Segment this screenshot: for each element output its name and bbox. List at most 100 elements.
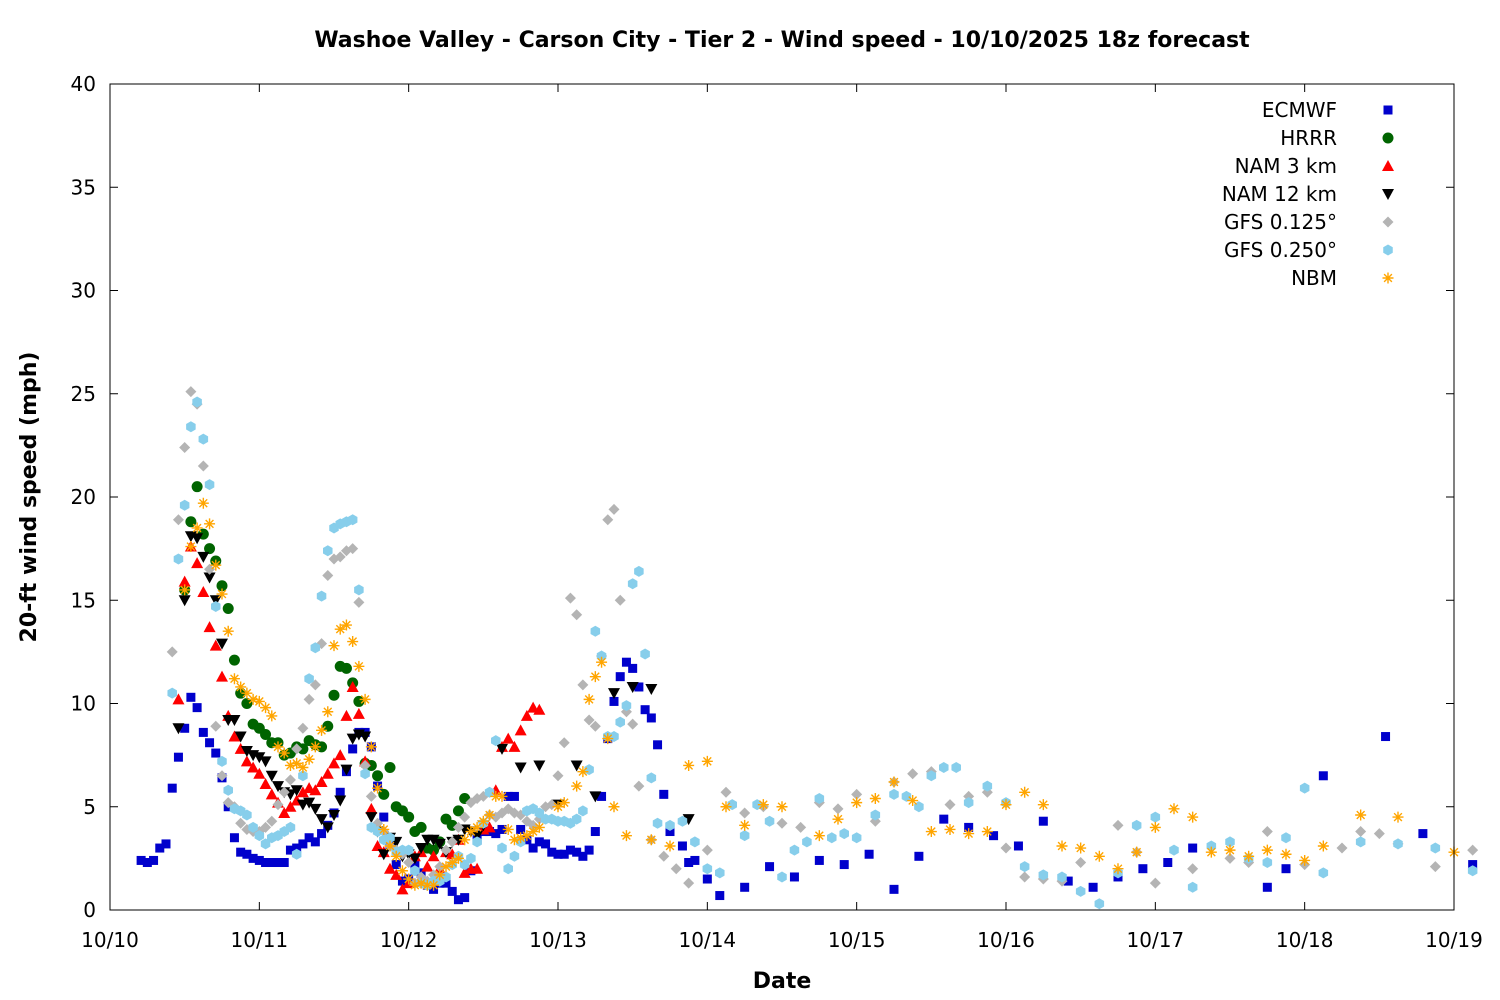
data-point xyxy=(365,812,378,824)
data-point xyxy=(1205,846,1217,858)
data-point xyxy=(1418,829,1428,839)
data-point xyxy=(508,834,520,846)
data-point xyxy=(309,803,322,815)
ticks-layer: 10/10 10/11 10/12 10/13 10/14 10/15 10/16 10/17… xyxy=(71,72,1483,952)
data-point xyxy=(1187,811,1199,823)
data-point xyxy=(385,832,395,844)
data-point xyxy=(497,824,507,834)
legend-marker xyxy=(1382,216,1394,228)
data-point xyxy=(335,787,345,797)
x-tick-label: 10/19 xyxy=(1425,928,1483,952)
data-point xyxy=(204,563,216,575)
data-point xyxy=(552,770,564,782)
data-point xyxy=(1299,854,1311,866)
series-hrrr xyxy=(179,481,471,856)
data-point xyxy=(527,826,539,838)
data-point xyxy=(211,600,221,612)
data-point xyxy=(222,603,234,615)
data-point xyxy=(1187,881,1198,893)
x-tick-label: 10/13 xyxy=(529,928,587,952)
y-tick-label: 25 xyxy=(71,382,96,406)
data-point xyxy=(403,811,415,823)
data-point xyxy=(1261,844,1273,856)
x-tick-label: 10/16 xyxy=(977,928,1035,952)
y-tick-label: 30 xyxy=(71,279,96,303)
y-tick-label: 0 xyxy=(83,898,96,922)
data-point xyxy=(192,703,202,713)
data-point xyxy=(1392,811,1404,823)
data-point xyxy=(204,479,215,491)
data-point xyxy=(216,670,228,682)
y-tick-label: 15 xyxy=(71,588,96,612)
data-point xyxy=(216,638,228,650)
data-point xyxy=(228,654,240,666)
data-point xyxy=(1112,819,1124,831)
data-point xyxy=(541,839,551,849)
data-point xyxy=(739,830,750,842)
data-point xyxy=(602,733,614,745)
data-point xyxy=(925,826,937,838)
data-point xyxy=(1000,799,1012,811)
data-point xyxy=(278,786,290,798)
data-point xyxy=(1281,864,1291,874)
data-point xyxy=(1188,843,1198,853)
data-point xyxy=(173,752,183,762)
data-point xyxy=(645,834,657,846)
data-point xyxy=(452,852,464,864)
data-point xyxy=(309,741,321,753)
data-point xyxy=(203,572,216,584)
data-point xyxy=(167,783,177,793)
series-gfs-0-125- xyxy=(166,386,1479,889)
data-point xyxy=(851,797,863,809)
data-point xyxy=(608,688,620,700)
data-point xyxy=(627,718,639,730)
data-point xyxy=(1094,898,1105,910)
data-point xyxy=(360,768,370,780)
data-point xyxy=(640,648,650,660)
data-point xyxy=(260,702,272,714)
data-point xyxy=(1019,786,1031,798)
data-point xyxy=(384,762,396,774)
data-point xyxy=(702,874,712,884)
data-point xyxy=(814,792,825,804)
data-point xyxy=(415,843,428,855)
data-point xyxy=(765,862,775,872)
data-point xyxy=(142,858,152,868)
data-point xyxy=(241,698,253,709)
data-point xyxy=(186,692,196,702)
data-point xyxy=(259,756,272,768)
series-gfs-0-250- xyxy=(167,396,1478,910)
data-point xyxy=(179,499,190,511)
data-point xyxy=(553,849,563,859)
data-point xyxy=(340,709,353,721)
data-point xyxy=(583,693,595,705)
data-point xyxy=(1355,826,1367,838)
data-point xyxy=(1093,850,1105,862)
data-point xyxy=(471,821,483,833)
data-point xyxy=(379,812,389,822)
data-point xyxy=(303,797,316,809)
data-point xyxy=(795,821,807,833)
data-point xyxy=(483,821,496,833)
data-point xyxy=(322,569,334,581)
data-point xyxy=(814,855,824,865)
data-point xyxy=(427,850,440,862)
data-point xyxy=(222,625,234,637)
data-point xyxy=(298,839,308,849)
data-point xyxy=(253,695,265,707)
data-point xyxy=(584,845,594,855)
data-point xyxy=(284,774,296,786)
data-point xyxy=(520,709,533,721)
data-point xyxy=(533,703,546,715)
data-point xyxy=(216,770,228,782)
data-point xyxy=(914,851,924,861)
legend-label: NBM xyxy=(1291,266,1337,290)
data-point xyxy=(378,823,390,835)
data-point xyxy=(484,809,496,821)
x-tick-label: 10/12 xyxy=(380,928,438,952)
data-point xyxy=(1355,836,1366,848)
data-point xyxy=(254,830,265,842)
data-point xyxy=(1467,844,1479,856)
data-point xyxy=(839,860,849,870)
